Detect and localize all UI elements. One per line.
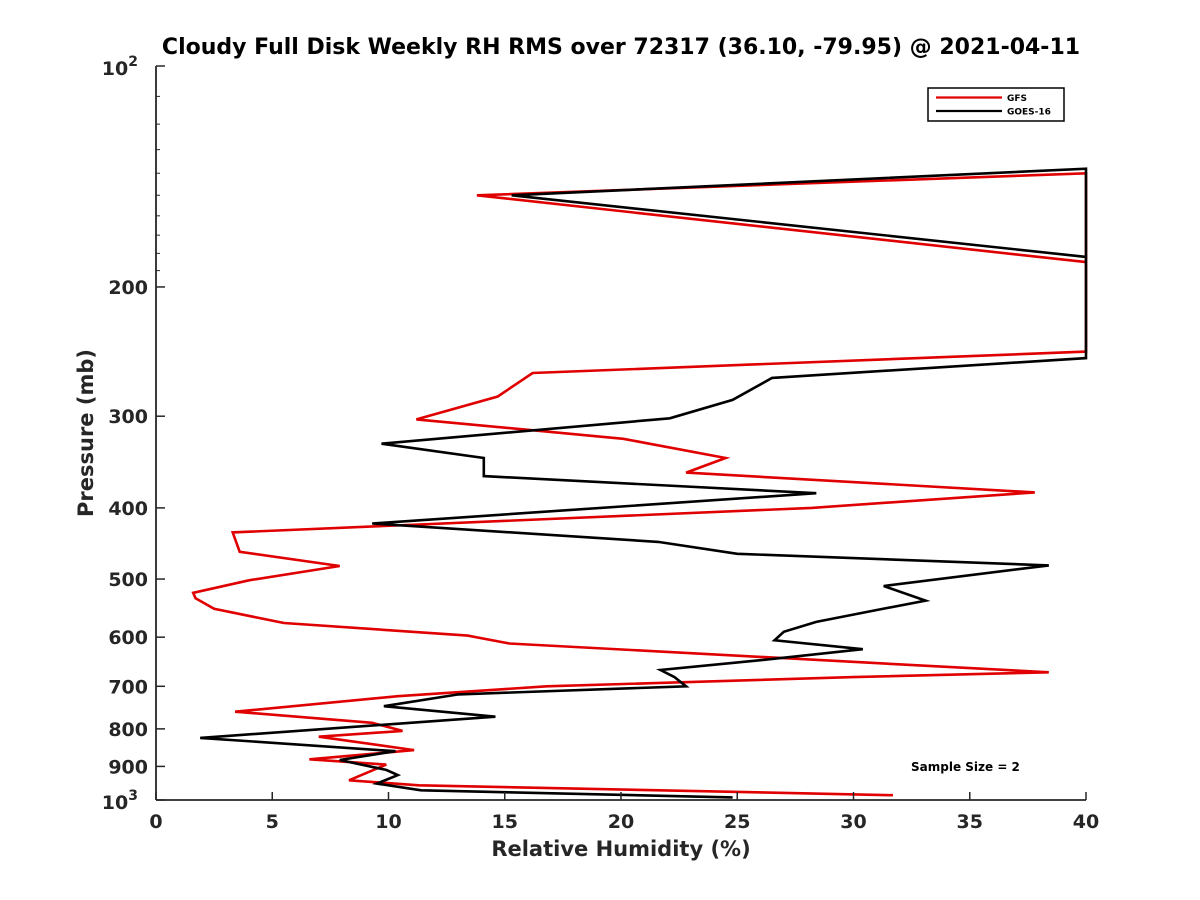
y-tick-label: 300 (108, 406, 148, 428)
axes (155, 65, 1087, 801)
x-tick-label: 0 (149, 811, 162, 833)
x-tick-label: 25 (724, 811, 750, 833)
y-tick-label: 700 (108, 676, 148, 698)
legend-box (927, 87, 1065, 122)
y-tick-label: 900 (108, 756, 148, 778)
y-tick-label: 103 (102, 788, 138, 814)
y-tick-label: 102 (102, 54, 138, 80)
tick-labels: 0 5 10 15 20 25 30 35 40 102 200 300 400 500 600 700 800… (102, 54, 1099, 833)
x-tick-label: 20 (608, 811, 634, 833)
x-tick-label: 35 (957, 811, 983, 833)
legend-label-gfs: GFS (1007, 94, 1027, 104)
y-axis-label: Pressure (mb) (74, 349, 98, 517)
x-tick-label: 15 (492, 811, 518, 833)
x-tick-label: 30 (840, 811, 866, 833)
x-tick-label: 40 (1073, 811, 1099, 833)
series-line-goes-16 (200, 167, 1088, 799)
x-axis-label: Relative Humidity (%) (491, 837, 750, 861)
x-tick-label: 10 (375, 811, 401, 833)
y-tick-label: 600 (108, 627, 148, 649)
legend-label-goes-16: GOES-16 (1007, 108, 1051, 118)
series-layer (191, 167, 1088, 799)
y-tick-label: 500 (108, 569, 148, 591)
chart-title: Cloudy Full Disk Weekly RH RMS over 7231… (162, 35, 1080, 60)
x-tick-label: 5 (266, 811, 279, 833)
series-line-gfs (191, 171, 1088, 797)
sample-size-annotation: Sample Size = 2 (911, 760, 1020, 774)
y-tick-label: 800 (108, 719, 148, 741)
y-tick-label: 400 (108, 498, 148, 520)
legend: GFS GOES-16 (927, 87, 1065, 122)
y-tick-label: 200 (108, 277, 148, 299)
